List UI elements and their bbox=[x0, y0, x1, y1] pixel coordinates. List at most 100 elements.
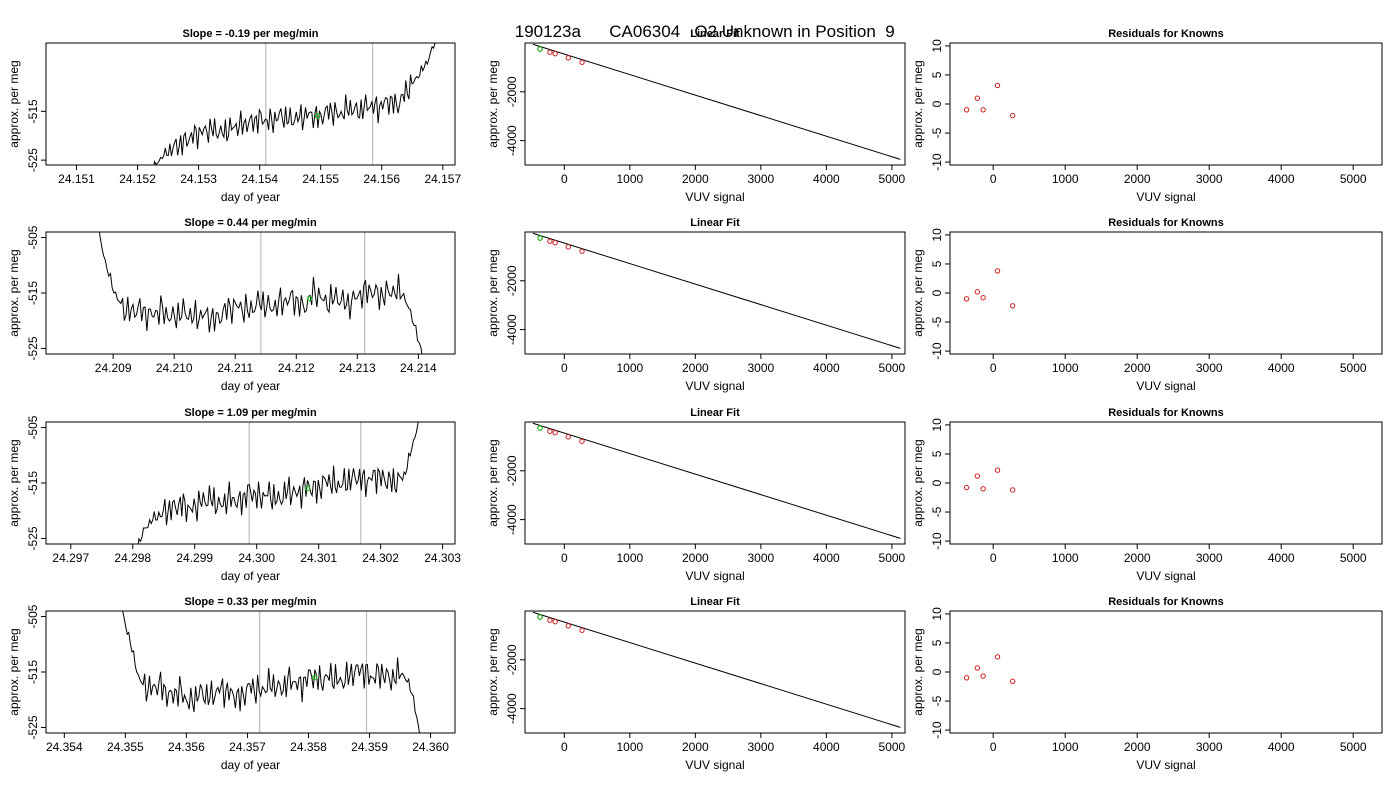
x-tick-label: 0 bbox=[561, 361, 568, 375]
y-tick-label: -525 bbox=[26, 526, 40, 550]
x-tick-label: 1000 bbox=[1052, 740, 1079, 754]
y-tick-label: -505 bbox=[26, 225, 40, 249]
x-tick-label: 24.356 bbox=[168, 740, 205, 754]
x-tick-label: 24.212 bbox=[278, 361, 315, 375]
known-point bbox=[547, 238, 553, 244]
row1-fit-data bbox=[532, 43, 901, 160]
plot-frame bbox=[524, 42, 906, 166]
row3-residuals-panel: Residuals for Knowns VUV signal approx. pe… bbox=[911, 407, 1383, 583]
unknown-point bbox=[537, 614, 543, 620]
unknown-point bbox=[537, 235, 543, 241]
y-tick-label: -2000 bbox=[505, 644, 519, 675]
y-axis-label: approx. per meg bbox=[7, 60, 21, 147]
x-axis-label: day of year bbox=[221, 758, 280, 772]
residual-point bbox=[994, 268, 1001, 274]
residual-point bbox=[974, 95, 981, 101]
sample-id: CA06304 bbox=[609, 22, 681, 41]
x-tick-label: 5000 bbox=[1340, 172, 1367, 186]
x-tick-label: 2000 bbox=[1124, 551, 1151, 565]
y-tick-label: 5 bbox=[930, 639, 944, 646]
row4-fit-panel: Linear Fit VUV signal approx. per meg 0 1000… bbox=[486, 596, 906, 772]
y-tick-label: -4000 bbox=[505, 504, 519, 535]
plot-frame bbox=[949, 231, 1383, 355]
signal-trace bbox=[122, 611, 420, 733]
y-axis-label: approx. per meg bbox=[486, 628, 500, 715]
row1-timeseries-data bbox=[153, 43, 436, 165]
sample-description: O2 Unknown in Position bbox=[694, 22, 876, 41]
y-axis-label: approx. per meg bbox=[911, 60, 925, 147]
residual-point bbox=[980, 486, 986, 492]
signal-trace bbox=[153, 43, 436, 165]
x-tick-label: 24.359 bbox=[351, 740, 388, 754]
residual-point bbox=[1009, 303, 1016, 309]
panel-title: Linear Fit bbox=[690, 596, 740, 608]
x-tick-label: 0 bbox=[561, 551, 568, 565]
y-tick-label: 10 bbox=[930, 418, 944, 432]
known-point bbox=[579, 438, 585, 444]
x-tick-label: 4000 bbox=[813, 361, 840, 375]
x-tick-label: 3000 bbox=[748, 361, 775, 375]
residual-point bbox=[974, 665, 981, 671]
panel-title: Residuals for Knowns bbox=[1108, 217, 1224, 229]
x-tick-label: 1000 bbox=[616, 551, 643, 565]
fit-line bbox=[532, 611, 901, 728]
x-tick-label: 24.213 bbox=[339, 361, 376, 375]
y-tick-label: -515 bbox=[26, 281, 40, 305]
unknown-point bbox=[537, 425, 543, 431]
y-axis-label: approx. per meg bbox=[7, 439, 21, 526]
x-tick-label: 5000 bbox=[1340, 551, 1367, 565]
y-tick-label: -505 bbox=[26, 604, 40, 628]
unknown-marker bbox=[304, 485, 311, 492]
known-point bbox=[565, 244, 571, 250]
x-tick-label: 5000 bbox=[1340, 740, 1367, 754]
x-tick-label: 24.211 bbox=[217, 361, 253, 375]
x-tick-label: 24.209 bbox=[95, 361, 132, 375]
fit-line bbox=[532, 43, 901, 160]
panel-title: Slope = -0.19 per meg/min bbox=[182, 28, 318, 40]
unknown-marker bbox=[306, 295, 313, 302]
y-tick-label: -5 bbox=[930, 695, 944, 706]
x-tick-label: 24.302 bbox=[362, 551, 399, 565]
x-tick-label: 2000 bbox=[1124, 740, 1151, 754]
x-axis-label: day of year bbox=[221, 190, 280, 204]
x-tick-label: 0 bbox=[990, 172, 997, 186]
position-number: 9 bbox=[885, 22, 895, 41]
y-tick-label: -515 bbox=[26, 471, 40, 495]
x-axis-label: VUV signal bbox=[685, 758, 744, 772]
plot-frame bbox=[45, 42, 456, 166]
known-point bbox=[552, 430, 558, 436]
known-point bbox=[552, 51, 558, 57]
known-point bbox=[579, 627, 585, 633]
y-axis-label: approx. per meg bbox=[911, 628, 925, 715]
x-tick-label: 24.210 bbox=[156, 361, 193, 375]
panel-title: Residuals for Knowns bbox=[1108, 28, 1224, 40]
residual-point bbox=[963, 107, 970, 113]
y-tick-label: -10 bbox=[930, 342, 944, 360]
x-tick-label: 24.214 bbox=[400, 361, 437, 375]
residual-point bbox=[974, 473, 981, 479]
residual-point bbox=[1009, 678, 1016, 684]
panel-title: Slope = 0.33 per meg/min bbox=[184, 596, 317, 608]
residual-point bbox=[974, 289, 981, 295]
x-tick-label: 2000 bbox=[682, 740, 709, 754]
y-tick-label: -4000 bbox=[505, 125, 519, 156]
x-tick-label: 24.153 bbox=[180, 172, 217, 186]
x-tick-label: 3000 bbox=[748, 551, 775, 565]
x-tick-label: 24.358 bbox=[290, 740, 327, 754]
y-axis-label: approx. per meg bbox=[7, 249, 21, 336]
panel-title: Linear Fit bbox=[690, 407, 740, 419]
panel-title: Slope = 1.09 per meg/min bbox=[184, 407, 317, 419]
x-tick-label: 24.357 bbox=[229, 740, 266, 754]
residual-point bbox=[963, 484, 970, 491]
row1-timeseries-panel: Slope = -0.19 per meg/min day of year appr… bbox=[7, 28, 461, 204]
y-tick-label: 10 bbox=[930, 228, 944, 242]
y-tick-label: -5 bbox=[930, 127, 944, 138]
x-tick-label: 4000 bbox=[1268, 740, 1295, 754]
x-tick-label: 1000 bbox=[616, 172, 643, 186]
row1-residuals-data bbox=[963, 82, 1016, 119]
x-tick-label: 5000 bbox=[879, 740, 906, 754]
residual-point bbox=[980, 107, 986, 113]
known-point bbox=[547, 428, 553, 434]
known-point bbox=[579, 59, 585, 65]
signal-trace bbox=[98, 232, 423, 354]
